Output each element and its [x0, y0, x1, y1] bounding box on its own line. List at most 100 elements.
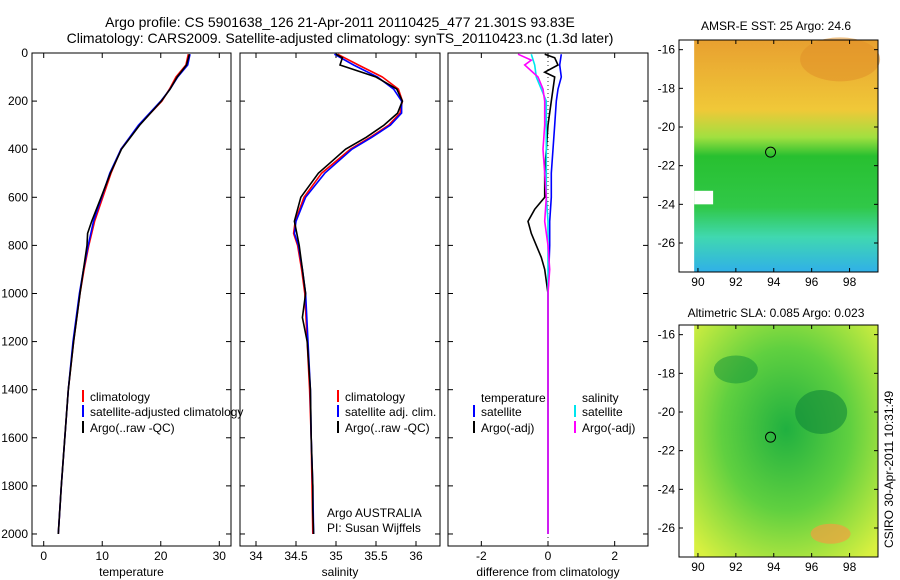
- difference-panel: -2 0 2 difference from climatology: [447, 52, 649, 579]
- legend-label-argo: Argo(..raw -QC): [90, 421, 175, 435]
- map-title-sla: Altimetric SLA: 0.085 Argo: 0.023: [688, 306, 865, 320]
- x-tick-label: 0: [40, 549, 47, 563]
- legend-swatch-black: [82, 421, 84, 433]
- y-tick-label: -16: [658, 328, 676, 342]
- temperature-legend: climatology satellite-adjusted climatolo…: [82, 390, 243, 435]
- x-axis-label: difference from climatology: [476, 565, 619, 579]
- salinity-panel: 34 34.5 35 35.5 36 salinity: [239, 52, 441, 579]
- series-line-blue: [57, 54, 191, 535]
- side-timestamp: CSIRO 30-Apr-2011 10:31:49: [882, 390, 896, 548]
- legend-swatch-red: [337, 390, 339, 402]
- y-tick-label: -24: [658, 197, 676, 211]
- low-sla-feature: [795, 390, 848, 434]
- legend-label-satellite-adj: satellite adj. clim.: [345, 405, 436, 419]
- argo-float-marker: [765, 146, 777, 158]
- low-sla-feature: [713, 355, 758, 384]
- difference-legend: temperature salinity satellite Argo(-adj…: [473, 391, 635, 435]
- x-tick-label: -2: [476, 549, 487, 563]
- legend-swatch-red: [82, 390, 84, 402]
- legend-label-sal-satellite: satellite: [582, 405, 623, 419]
- y-tick-label: -24: [658, 482, 676, 496]
- series-line-blue: [547, 54, 563, 534]
- series-line-black: [527, 53, 560, 534]
- series-line-magenta: [517, 53, 551, 534]
- x-tick-label: 94: [767, 275, 781, 289]
- y-tick-label: 0: [21, 46, 28, 60]
- y-tick-label: 1400: [1, 383, 28, 397]
- sst-map-panel: 90 92 94 96 98 -16 -18 -20 -22 -24 -26: [658, 37, 881, 289]
- y-tick-label: -26: [658, 521, 676, 535]
- x-tick-label: 94: [767, 560, 781, 574]
- y-tick-label: -20: [658, 120, 676, 134]
- legend-label-temp-argo: Argo(-adj): [481, 421, 534, 435]
- high-sla-feature: [810, 523, 851, 544]
- x-tick-label: 10: [96, 549, 110, 563]
- y-tick-label: -18: [658, 81, 676, 95]
- x-tick-label: 98: [843, 275, 857, 289]
- x-tick-label: 35: [329, 549, 343, 563]
- series-line-red: [292, 53, 404, 535]
- y-tick-label: 800: [8, 238, 28, 252]
- legend-swatch-magenta: [574, 421, 576, 433]
- series-line-cyan: [530, 53, 549, 534]
- legend-label-climatology: climatology: [90, 390, 150, 404]
- series-line-red: [57, 54, 190, 535]
- warm-anomaly: [800, 37, 881, 82]
- x-tick-label: 90: [691, 275, 705, 289]
- temperature-panel: 0 10 20 30 0 200 400 600 800 1000 1200 1400 1600 1800…: [1, 46, 232, 579]
- x-tick-label: 34.5: [284, 549, 308, 563]
- y-tick-label: -22: [658, 444, 676, 458]
- legend-swatch-blue: [337, 405, 339, 417]
- sla-map-panel: 90 92 94 96 98 -16 -18 -20 -22 -24 -26: [658, 324, 879, 574]
- series-line-black: [293, 53, 404, 535]
- legend-swatch-blue: [473, 405, 475, 417]
- legend-header-temperature: temperature: [481, 391, 546, 405]
- y-tick-label: -20: [658, 405, 676, 419]
- title-line-1: Argo profile: CS 5901638_126 21-Apr-2011…: [105, 14, 575, 30]
- argo-float-marker: [765, 431, 777, 443]
- x-tick-label: 20: [154, 549, 168, 563]
- y-tick-label: 1800: [1, 479, 28, 493]
- x-tick-label: 96: [805, 560, 819, 574]
- temperature-frame: [31, 52, 232, 547]
- legend-label-climatology: climatology: [345, 390, 405, 404]
- series-line-black: [57, 53, 191, 535]
- x-tick-label: 2: [611, 549, 618, 563]
- y-tick-label: 600: [8, 190, 28, 204]
- legend-label-argo: Argo(..raw -QC): [345, 421, 430, 435]
- y-tick-label: 200: [8, 94, 28, 108]
- salinity-frame: [239, 52, 441, 547]
- x-tick-label: 90: [691, 560, 705, 574]
- title-line-2: Climatology: CARS2009. Satellite-adjuste…: [67, 30, 614, 46]
- x-axis-label: temperature: [99, 565, 164, 579]
- x-tick-label: 0: [545, 549, 552, 563]
- y-tick-label: -18: [658, 366, 676, 380]
- y-tick-label: 1200: [1, 335, 28, 349]
- legend-swatch-black: [337, 421, 339, 433]
- x-tick-label: 34: [249, 549, 263, 563]
- salinity-legend: climatology satellite adj. clim. Argo(..…: [327, 390, 436, 535]
- y-tick-label: 1000: [1, 286, 28, 300]
- y-tick-label: 2000: [1, 527, 28, 541]
- x-tick-label: 92: [729, 560, 743, 574]
- map-title-sst: AMSR-E SST: 25 Argo: 24.6: [701, 19, 851, 33]
- y-tick-label: -26: [658, 236, 676, 250]
- legend-label-satellite-adjusted: satellite-adjusted climatology: [90, 405, 243, 419]
- y-tick-label: 400: [8, 142, 28, 156]
- legend-swatch-black: [473, 421, 475, 433]
- x-tick-label: 35.5: [364, 549, 388, 563]
- legend-swatch-blue: [82, 405, 84, 417]
- pi-note: PI: Susan Wijffels: [327, 521, 421, 535]
- x-axis-label: salinity: [322, 565, 359, 579]
- x-tick-label: 92: [729, 275, 743, 289]
- x-tick-label: 30: [213, 549, 227, 563]
- y-tick-label: -22: [658, 159, 676, 173]
- x-tick-label: 96: [805, 275, 819, 289]
- y-tick-label: 1600: [1, 431, 28, 445]
- x-tick-label: 36: [409, 549, 423, 563]
- y-tick-label: -16: [658, 43, 676, 57]
- legend-label-temp-satellite: satellite: [481, 405, 522, 419]
- sst-map-frame: [678, 39, 879, 273]
- series-line-blue: [293, 53, 403, 535]
